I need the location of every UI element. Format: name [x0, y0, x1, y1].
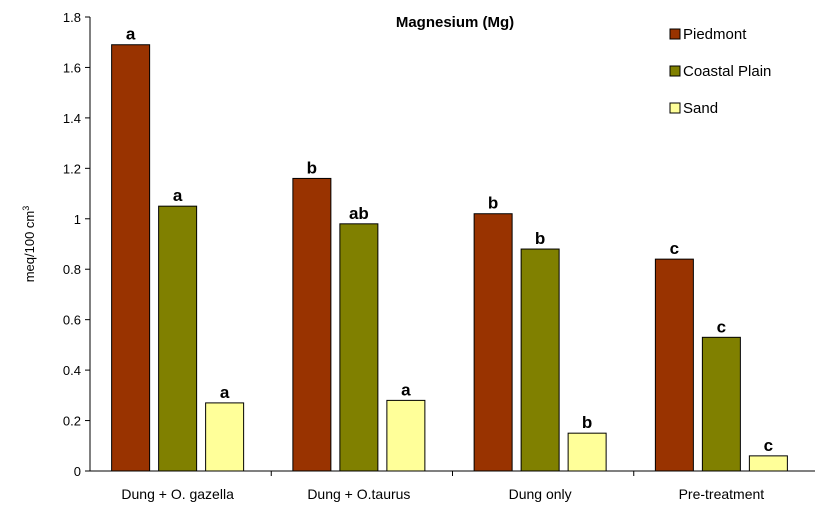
bar-coastal-plain [339, 223, 379, 472]
significance-label: b [307, 158, 317, 177]
y-axis-label-superscript: 3 [21, 206, 31, 211]
y-tick-label: 1 [74, 212, 81, 227]
bar-coastal-plain [701, 336, 741, 472]
legend-label: Coastal Plain [683, 63, 771, 80]
axes: 0 0.2 0.4 0.6 0.8 1 1.2 1.4 1.6 1.8 [63, 10, 815, 479]
x-tick-label: Pre-treatment [679, 486, 765, 502]
bar-sand [748, 455, 788, 472]
significance-label: b [582, 413, 592, 432]
legend-swatch [669, 28, 681, 40]
bar-coastal-plain [158, 205, 198, 472]
significance-label: a [220, 383, 230, 402]
y-tick-label: 0.4 [63, 363, 81, 378]
significance-label: b [488, 194, 498, 213]
significance-label: c [670, 239, 679, 258]
y-tick-label: 1.2 [63, 161, 81, 176]
x-tick-label: Dung + O.taurus [307, 486, 410, 502]
y-tick-label: 1.6 [63, 60, 81, 75]
legend-swatch [669, 102, 681, 114]
bar-sand [205, 402, 245, 472]
bar-coastal-plain [520, 248, 560, 472]
significance-label: a [126, 25, 136, 44]
y-tick-label: 0 [74, 464, 81, 479]
bar-piedmont [654, 258, 694, 472]
bar-sand [386, 399, 426, 472]
bar-piedmont [292, 177, 332, 472]
legend-label: Sand [683, 100, 718, 117]
y-tick-label: 1.4 [63, 111, 81, 126]
legend: Piedmont Coastal Plain Sand [669, 26, 771, 117]
y-tick-label: 0.6 [63, 313, 81, 328]
y-tick-label: 0.8 [63, 262, 81, 277]
chart-title: Magnesium (Mg) [396, 14, 514, 31]
significance-label: a [173, 186, 183, 205]
significance-label: b [535, 229, 545, 248]
bar-piedmont [473, 213, 513, 472]
y-tick-label: 0.2 [63, 414, 81, 429]
significance-label: c [717, 317, 726, 336]
legend-swatch [669, 65, 681, 77]
significance-label: ab [349, 204, 369, 223]
x-tick-label: Dung only [509, 486, 572, 502]
bar-sand [567, 432, 607, 472]
significance-label: c [764, 436, 773, 455]
y-tick-label: 1.8 [63, 10, 81, 25]
bars: a a a Dung + O. gazella b ab a Dung + O.taurus b… [111, 25, 788, 502]
y-axis-label-text: meq/100 cm [22, 211, 37, 283]
y-axis-label: meq/100 cm3 [21, 206, 37, 283]
bar-piedmont [111, 44, 151, 472]
x-tick-label: Dung + O. gazella [121, 486, 234, 502]
legend-label: Piedmont [683, 26, 747, 43]
significance-label: a [401, 380, 411, 399]
svg-text:meq/100 cm3: meq/100 cm3 [21, 206, 37, 283]
